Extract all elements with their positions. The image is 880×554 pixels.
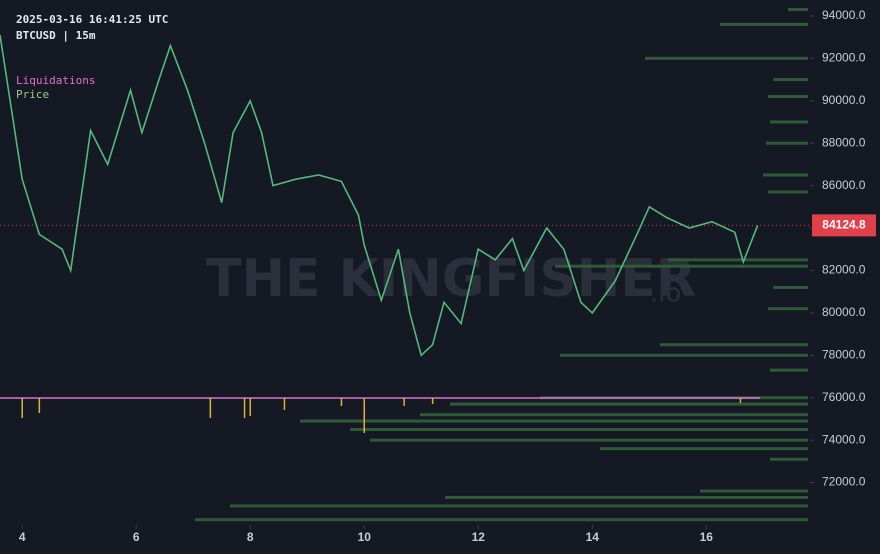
x-tick-label: 4 (19, 530, 26, 544)
profile-bar (773, 285, 808, 289)
y-tick-label: 74000.0 (822, 432, 866, 446)
legend-entry: Liquidations (16, 74, 95, 87)
last-price-label: 84124.8 (822, 218, 866, 232)
profile-bar (770, 368, 808, 372)
profile-bar (645, 56, 808, 60)
x-tick-label: 10 (358, 530, 372, 544)
y-tick-label: 80000.0 (822, 305, 866, 319)
symbol: BTCUSD | 15m (16, 29, 96, 42)
profile-bar (445, 495, 808, 499)
x-tick-label: 16 (700, 530, 714, 544)
profile-bar (370, 438, 808, 442)
profile-bar (763, 173, 808, 177)
profile-bar (600, 447, 808, 451)
watermark: THE KINGFISHER (206, 249, 696, 309)
y-tick-label: 82000.0 (822, 263, 866, 277)
profile-bar (768, 190, 808, 194)
y-tick-label: 94000.0 (822, 8, 866, 22)
x-tick-label: 12 (472, 530, 486, 544)
profile-bar (450, 402, 808, 406)
profile-bar (668, 258, 808, 262)
y-tick-label: 90000.0 (822, 93, 866, 107)
y-tick-label: 88000.0 (822, 135, 866, 149)
profile-bar (420, 413, 808, 417)
profile-bar (770, 120, 808, 124)
timestamp: 2025-03-16 16:41:25 UTC (16, 13, 168, 26)
profile-bar (300, 419, 808, 423)
profile-bar (660, 343, 808, 347)
x-tick-label: 8 (247, 530, 254, 544)
profile-bar (230, 504, 808, 508)
profile-bar (766, 141, 808, 145)
y-tick-label: 86000.0 (822, 178, 866, 192)
profile-bar (350, 428, 808, 432)
y-tick-label: 76000.0 (822, 390, 866, 404)
profile-bar (788, 8, 808, 12)
y-tick-label: 72000.0 (822, 475, 866, 489)
last-price-box (812, 214, 876, 237)
profile-bar (195, 518, 808, 522)
profile-bar (768, 95, 808, 99)
y-tick-label: 78000.0 (822, 347, 866, 361)
profile-bar (560, 353, 808, 357)
profile-bar (555, 264, 808, 268)
profile-bar (700, 489, 808, 493)
price-line (0, 34, 759, 357)
watermark-suffix: .io (650, 279, 681, 309)
profile-bar (773, 78, 808, 82)
x-tick-label: 6 (133, 530, 140, 544)
legend-entry: Price (16, 88, 49, 101)
profile-bar (720, 22, 808, 26)
y-tick-label: 92000.0 (822, 51, 866, 65)
x-tick-label: 14 (586, 530, 600, 544)
profile-bar (770, 457, 808, 461)
profile-bar (768, 307, 808, 311)
